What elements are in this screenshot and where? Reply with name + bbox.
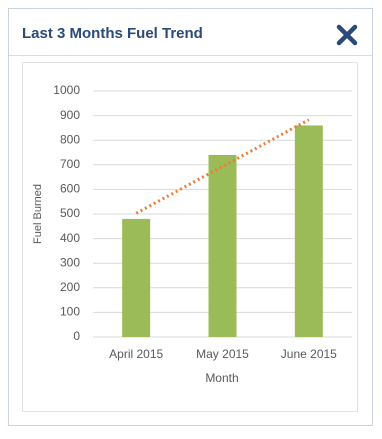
panel-title: Last 3 Months Fuel Trend (22, 25, 203, 42)
y-tick-label: 0 (73, 329, 80, 343)
close-icon[interactable] (336, 24, 358, 46)
y-tick-label: 900 (60, 108, 80, 122)
y-tick-label: 1000 (53, 83, 80, 97)
y-tick-label: 800 (60, 132, 80, 146)
y-tick-label: 600 (60, 182, 80, 196)
x-tick-label: April 2015 (109, 347, 163, 361)
y-tick-label: 200 (60, 280, 80, 294)
y-axis-title: Fuel Burned (32, 184, 44, 244)
x-tick-label: June 2015 (281, 347, 337, 361)
bar (122, 218, 151, 337)
y-tick-label: 100 (60, 305, 80, 319)
close-button[interactable] (334, 22, 358, 46)
y-tick-label: 500 (60, 206, 80, 220)
chart-frame (22, 62, 358, 412)
bar (294, 125, 323, 337)
x-tick-label: May 2015 (196, 347, 249, 361)
x-axis-title: Month (205, 371, 238, 385)
y-tick-label: 300 (60, 255, 80, 269)
bar (208, 154, 237, 337)
y-tick-label: 700 (60, 157, 80, 171)
y-tick-label: 400 (60, 231, 80, 245)
